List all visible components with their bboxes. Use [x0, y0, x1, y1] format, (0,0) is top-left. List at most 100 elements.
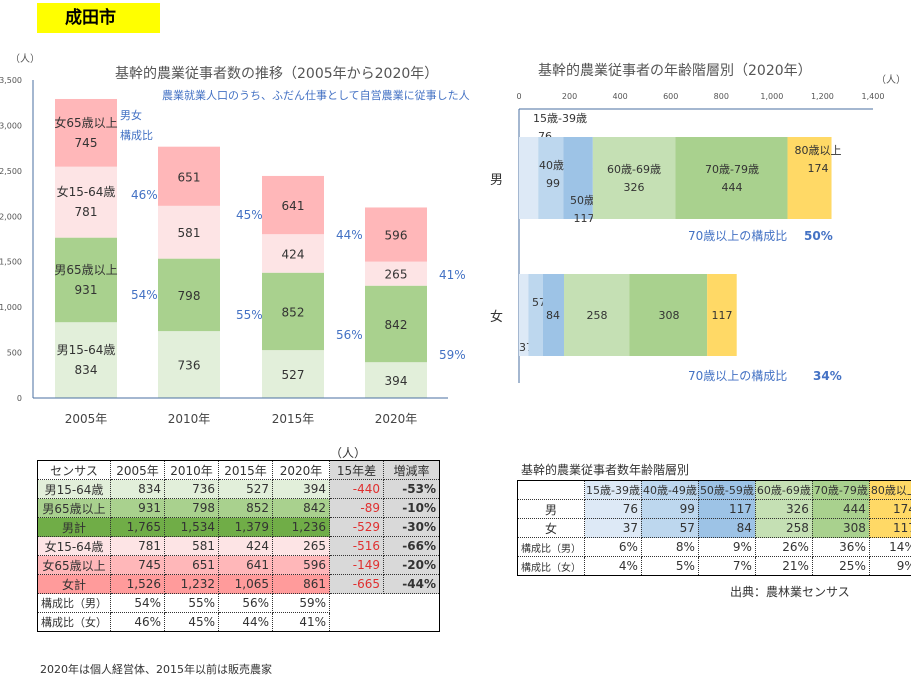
cell-value: 258 [754, 518, 813, 538]
bar-segment [707, 274, 737, 356]
segment-series-label: 男65歳以上 [54, 263, 117, 277]
column-header: 2005年 [110, 460, 165, 480]
cell-value: 14% [868, 537, 911, 557]
y-tick-label: 3,000 [0, 121, 22, 130]
bar-segment [787, 137, 832, 219]
row-label: 男計 [37, 517, 111, 537]
y-tick-label: 0 [17, 394, 22, 403]
diff-value: -529 [329, 517, 384, 537]
cell-value: 44% [218, 612, 273, 632]
bar-segment [528, 274, 543, 356]
male-ratio-label: 56% [336, 328, 363, 342]
data-label: 651 [178, 170, 201, 184]
bar-segment [365, 261, 427, 286]
rate-value: -53% [383, 479, 440, 499]
cell-value: 56% [218, 593, 273, 613]
diff-value: -89 [329, 498, 384, 518]
cell-value: 852 [218, 498, 273, 518]
diff-value: -440 [329, 479, 384, 499]
cell-value: 5% [640, 556, 699, 576]
cell-value: 25% [811, 556, 870, 576]
cell-value: 834 [110, 479, 165, 499]
cell-value: 861 [272, 574, 330, 594]
table-row: 女65歳以上 745 651 641 596 -149 -20% [37, 555, 440, 575]
y-tick-label: 3,500 [0, 76, 22, 85]
age-table: 15歳-39歳40歳-49歳50歳-59歳60歳-69歳70歳-79歳80歳以上… [517, 480, 911, 576]
chart-subtitle: 農業就業人口のうち、ふだん仕事として自営農業に従事した人 [162, 88, 470, 102]
female-ratio-label: 45% [236, 208, 263, 222]
table-row: 構成比（男）6%8%9%26%36%14% [517, 537, 911, 557]
annotation-value: 34% [813, 369, 842, 383]
cell-value: 21% [754, 556, 813, 576]
cell-value: 36% [811, 537, 870, 557]
column-header: 2015年 [218, 460, 273, 480]
cell-value: 641 [218, 555, 273, 575]
male-ratio-label: 54% [131, 288, 158, 302]
y-tick-label: 2,500 [0, 167, 22, 176]
bar-segment [158, 205, 220, 259]
segment-series-label: 15歳-39歳 [533, 112, 587, 125]
cell-value: 54% [110, 593, 165, 613]
table-header-row: センサス 2005年 2010年 2015年 2020年 15年差 増減率 [37, 460, 440, 480]
data-label: 174 [808, 162, 829, 175]
annotation-value: 50% [804, 229, 833, 243]
x-tick-label: 2015年 [272, 412, 315, 426]
bar-segment [55, 322, 117, 398]
x-tick-label: 200 [562, 92, 577, 101]
bar-segment [262, 272, 324, 351]
bar-segment [675, 137, 788, 219]
data-label: 842 [385, 318, 408, 332]
rate-value: -30% [383, 517, 440, 537]
female-ratio-label: 41% [439, 268, 466, 282]
source-note: 出典：農林業センサス [730, 585, 850, 599]
cell-value: 37 [584, 518, 642, 538]
cell-value: 444 [811, 499, 870, 519]
footnote: 2020年は個人経営体、2015年以前は販売農家 [40, 663, 272, 676]
rate-value: -44% [383, 574, 440, 594]
male-ratio-label: 59% [439, 348, 466, 362]
bar-segment [262, 350, 324, 398]
segment-series-label: 男15-64歳 [57, 343, 116, 357]
cell-value: 57 [640, 518, 699, 538]
cell-value: 99 [640, 499, 699, 519]
segment-series-label: 60歳-69歳 [607, 163, 661, 176]
data-label: 326 [624, 181, 645, 194]
row-label: 構成比（女） [37, 612, 111, 632]
column-header: 2020年 [272, 460, 330, 480]
bar-segment [563, 137, 593, 219]
x-tick-label: 0 [516, 92, 521, 101]
cell-value: 308 [811, 518, 870, 538]
cell-value: 842 [272, 498, 330, 518]
row-label: 構成比（女） [517, 556, 585, 576]
data-label: 117 [574, 212, 595, 225]
cell-value: 76 [584, 499, 642, 519]
data-label: 84 [546, 309, 560, 322]
x-tick-label: 600 [663, 92, 678, 101]
data-label: 581 [178, 226, 201, 240]
row-label: 構成比（男） [37, 593, 111, 613]
segment-series-label: 女15-64歳 [57, 184, 116, 199]
x-tick-label: 2010年 [168, 412, 211, 426]
column-header: 60歳-69歳 [754, 480, 813, 500]
cell-value: 326 [754, 499, 813, 519]
bar-segment [519, 274, 529, 356]
bar-segment [55, 237, 117, 323]
data-label: 834 [75, 363, 98, 377]
bar-segment [55, 166, 117, 238]
data-label: 444 [722, 181, 743, 194]
cell-value: 8% [640, 537, 699, 557]
age-table-title: 基幹的農業従事者数年齢階層別 [521, 463, 690, 477]
diff-value: -665 [329, 574, 384, 594]
rate-value: -20% [383, 555, 440, 575]
cell-value: 1,526 [110, 574, 165, 594]
cell-value: 1,534 [164, 517, 219, 537]
cell-value: 6% [584, 537, 642, 557]
female-ratio-label: 46% [131, 188, 158, 202]
table-unit: （人） [330, 446, 367, 460]
diff-value: -516 [329, 536, 384, 556]
data-label: 57 [532, 296, 546, 309]
column-header [517, 480, 585, 500]
cell-value: 26% [754, 537, 813, 557]
cell-value: 424 [218, 536, 273, 556]
